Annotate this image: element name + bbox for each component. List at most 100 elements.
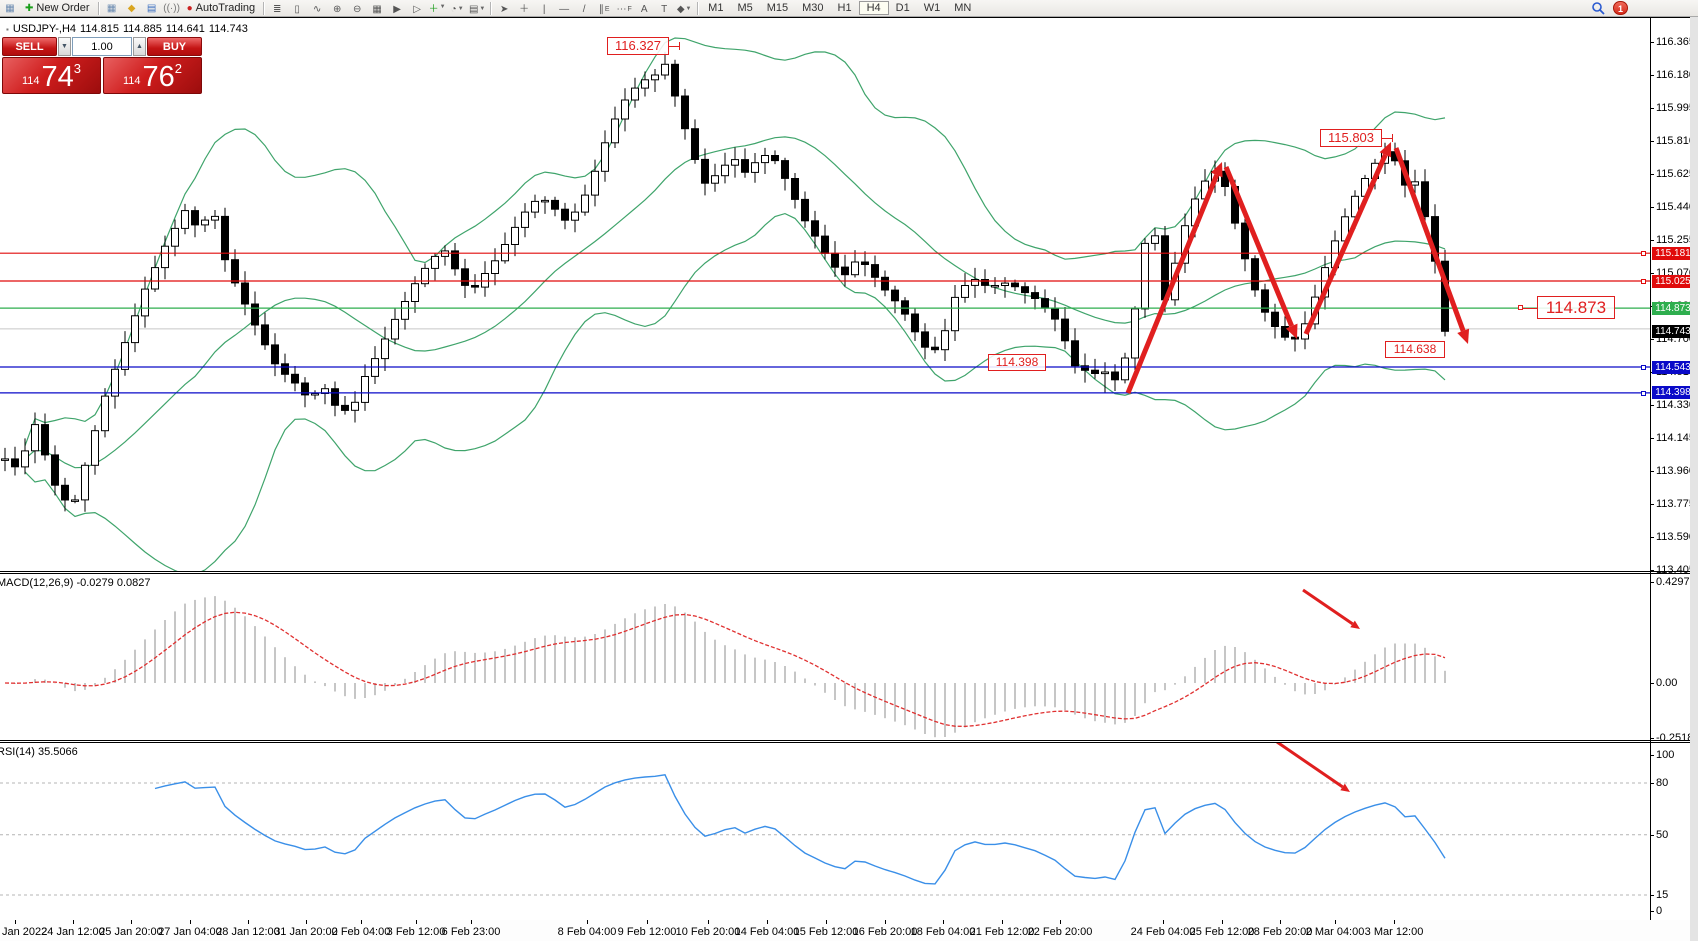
crosshair-icon[interactable]: ＋	[519, 3, 530, 15]
price-tag: 114.873	[1652, 301, 1694, 315]
chart-shift-icon[interactable]: ▷	[413, 3, 421, 15]
annotation-116-327[interactable]: 116.327	[607, 37, 669, 55]
price-tag: 114.543	[1652, 360, 1694, 374]
macd-pane[interactable]	[0, 573, 1650, 740]
timeframe-m30[interactable]: M30	[802, 1, 824, 14]
indicator-axis-label: 0.4297	[1656, 576, 1690, 588]
chart-grid-icon[interactable]: ▦	[106, 2, 117, 14]
time-axis-tick	[1002, 920, 1003, 924]
buy-price-panel[interactable]: 114 76 2	[103, 57, 202, 94]
horizontal-lines[interactable]	[0, 252, 1650, 394]
annotation-connector	[1382, 138, 1392, 139]
notification-badge[interactable]: 1	[1613, 1, 1628, 15]
bollinger-bands[interactable]	[24, 37, 1446, 571]
candles[interactable]	[1, 51, 1449, 512]
autotrading-button[interactable]: ● AutoTrading	[182, 1, 261, 16]
line-handle[interactable]	[1641, 251, 1646, 257]
timeframe-h4[interactable]: H4	[858, 0, 889, 15]
rsi-pane[interactable]	[0, 742, 1650, 920]
time-axis-label: 15 Feb 12:00	[793, 926, 859, 938]
styles-icon[interactable]: ◆	[127, 2, 136, 14]
auto-scroll-icon[interactable]: ▶	[393, 3, 401, 15]
indicator-axis-tick	[1650, 738, 1654, 739]
time-axis-label: 28 Jan 12:00	[216, 926, 280, 938]
cursor-icon[interactable]: ➤	[499, 3, 509, 15]
chart-window-icon[interactable]: ▤	[146, 2, 157, 14]
sell-button[interactable]: SELL	[2, 37, 57, 56]
sell-price-panel[interactable]: 114 74 3	[2, 57, 101, 94]
chart-window[interactable]: ▪ USDJPY-,H4 114.815 114.885 114.641 114…	[0, 17, 1695, 941]
time-axis-label: 31 Jan 20:00	[274, 926, 338, 938]
toolbar-right-group: 1	[1591, 1, 1628, 15]
price-axis-tick	[1650, 504, 1654, 505]
volume-input[interactable]	[72, 37, 132, 56]
pane-separator[interactable]	[0, 740, 1690, 741]
annotation-114-873[interactable]: 114.873	[1537, 296, 1615, 319]
line-handle[interactable]	[1641, 365, 1646, 370]
pane-separator[interactable]	[0, 17, 1690, 18]
pane-separator[interactable]	[0, 571, 1690, 572]
trend-arrows[interactable]	[1125, 142, 1470, 394]
time-axis-tick	[361, 920, 362, 924]
volume-up-button[interactable]: ▲	[133, 37, 146, 56]
toolbar-separator	[697, 1, 699, 15]
search-icon[interactable]	[1591, 1, 1605, 15]
pane-separator[interactable]	[0, 742, 1690, 743]
toolbar-separator	[263, 1, 265, 15]
annotation-114-638[interactable]: 114.638	[1385, 341, 1445, 358]
timeframe-w1[interactable]: W1	[923, 1, 941, 14]
timeframe-m15[interactable]: M15	[766, 1, 789, 14]
chart-grid-icon[interactable]: ▦	[5, 2, 15, 14]
price-axis-border	[1650, 17, 1651, 920]
new-order-button[interactable]: ✚ New Order	[20, 1, 95, 16]
indicators-icon[interactable]: ＋ ▼	[428, 3, 446, 15]
price-chart[interactable]	[0, 17, 1650, 571]
tile-windows-icon[interactable]: ▦	[372, 3, 382, 15]
right-scroll-strip[interactable]	[1690, 17, 1698, 941]
pane-separator[interactable]	[0, 573, 1690, 574]
timeframe-mn[interactable]: MN	[954, 1, 972, 14]
timeframe-h1[interactable]: H1	[837, 1, 852, 14]
line-chart-icon[interactable]: ∿	[312, 3, 322, 15]
time-axis-label: 6 Feb 23:00	[441, 926, 501, 938]
volume-down-button[interactable]: ▼	[58, 37, 71, 56]
hline-icon[interactable]: —	[559, 3, 570, 15]
time-axis[interactable]: Jan 2022 24 Jan 12:00 25 Jan 20:00 27 Jan 0…	[0, 920, 1690, 941]
text-icon[interactable]: A	[640, 3, 648, 15]
periods-icon[interactable]: ◔ ▼	[450, 3, 464, 15]
indicator-axis-tick	[1650, 835, 1654, 836]
indicator-axis-tick	[1650, 783, 1654, 784]
bar-chart-icon[interactable]: ≣	[272, 3, 282, 15]
candlestick-icon[interactable]: ▯	[294, 3, 300, 15]
signal-icon[interactable]: ((·))	[163, 2, 180, 14]
line-handle[interactable]	[1641, 279, 1646, 285]
new-order-label: New Order	[36, 2, 90, 14]
rsi-arrow[interactable]	[1276, 742, 1350, 792]
text-label-icon[interactable]: T	[661, 3, 668, 15]
shapes-icon[interactable]: ◆ ▼	[676, 3, 692, 15]
annotation-connector-handle[interactable]	[1518, 304, 1523, 310]
price-axis-tick	[1650, 405, 1654, 406]
vline-icon[interactable]: |	[542, 3, 546, 15]
equidistant-channel-icon[interactable]: ∥ E	[598, 3, 610, 15]
template-icon[interactable]: ▤ ▼	[468, 3, 486, 15]
timeframe-m1[interactable]: M1	[708, 1, 724, 14]
time-axis-label: 3 Feb 12:00	[386, 926, 446, 938]
zoom-in-icon[interactable]: ⊕	[332, 3, 342, 15]
buy-button[interactable]: BUY	[147, 37, 202, 56]
annotation-114-398[interactable]: 114.398	[988, 354, 1046, 371]
timeframe-d1[interactable]: D1	[895, 1, 910, 14]
macd-arrow[interactable]	[1302, 588, 1360, 629]
price-axis-label: 115.255	[1656, 234, 1695, 246]
timeframe-m5[interactable]: M5	[737, 1, 753, 14]
zoom-out-icon[interactable]: ⊖	[352, 3, 362, 15]
price-axis-label: 113.960	[1656, 465, 1695, 477]
line-handle[interactable]	[1641, 390, 1646, 396]
price-axis-label: 116.365	[1656, 36, 1695, 48]
trendline-icon[interactable]: /	[582, 3, 586, 15]
fibonacci-icon[interactable]: ⋯ F	[616, 3, 632, 15]
annotation-115-803[interactable]: 115.803	[1320, 129, 1382, 147]
time-axis-tick	[416, 920, 417, 924]
indicator-axis-tick	[1650, 683, 1654, 684]
indicator-axis-label: 0	[1656, 905, 1663, 917]
